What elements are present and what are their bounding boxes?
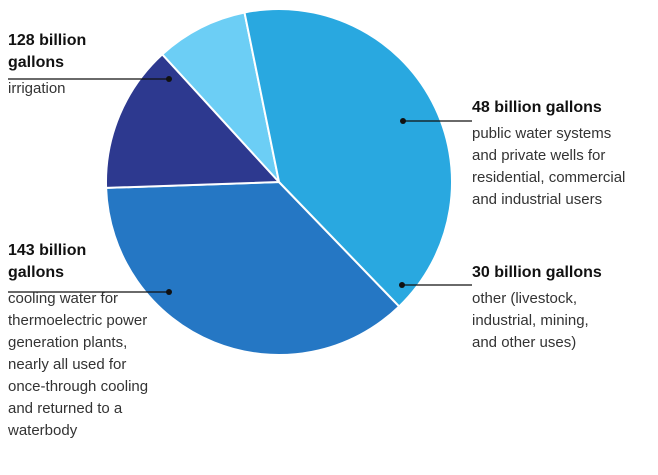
slice-other (161, 11, 280, 183)
slice-irrigation-leader-dot (166, 76, 172, 82)
irrigation-value: 128 billion gallons (8, 32, 87, 71)
label-thermoelectric: 143 billion gallons cooling water for th… (8, 240, 148, 442)
other-description: other (livestock, industrial, mining, an… (472, 290, 589, 351)
label-public-water: 48 billion gallons public water systems … (472, 97, 625, 211)
slice-irrigation (105, 181, 401, 356)
label-irrigation: 128 billion gallons irrigation (8, 30, 86, 100)
slice-thermoelectric-leader-dot (166, 289, 172, 295)
slice-public-water (105, 53, 280, 189)
thermoelectric-value: 143 billion gallons (8, 242, 87, 281)
thermoelectric-description: cooling water for thermoelectric power g… (8, 290, 149, 439)
public-water-description: public water systems and private wells f… (472, 125, 626, 208)
label-other: 30 billion gallons other (livestock, ind… (472, 262, 602, 354)
public-water-value: 48 billion gallons (472, 99, 602, 116)
other-value: 30 billion gallons (472, 264, 602, 281)
slice-public-water-leader-dot (400, 118, 406, 124)
slice-thermoelectric (243, 8, 453, 308)
slice-other-leader-dot (399, 282, 405, 288)
irrigation-description: irrigation (8, 80, 66, 97)
